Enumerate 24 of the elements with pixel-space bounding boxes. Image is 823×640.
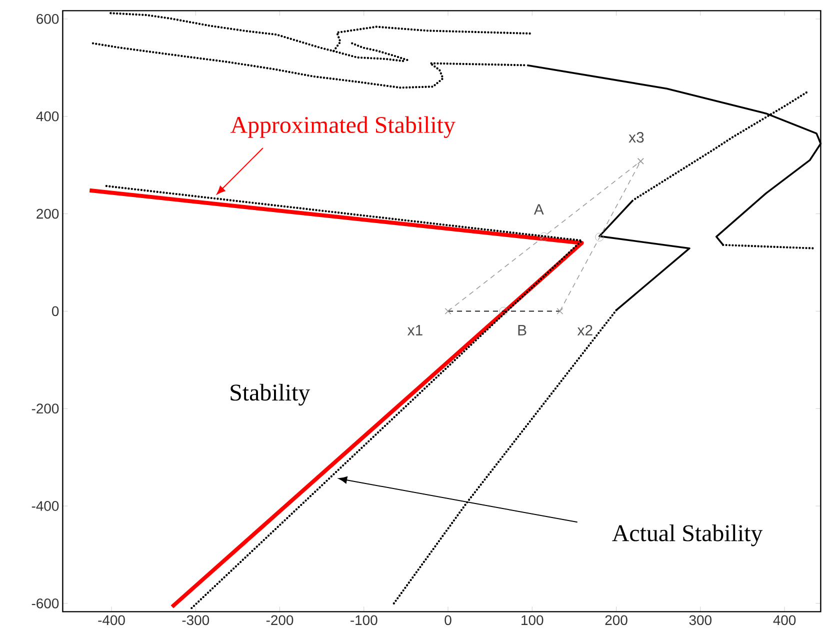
annotation: x2: [577, 324, 592, 336]
x-tick-label: 400: [773, 615, 796, 626]
y-tick-label: 0: [52, 306, 59, 316]
y-tick-label: 600: [36, 14, 59, 24]
annotation: x3: [628, 132, 644, 143]
annotation: Approximated Stability: [230, 116, 456, 138]
annotation: B: [518, 325, 526, 336]
x-tick-label: 200: [605, 615, 628, 626]
y-tick-label: 400: [36, 111, 59, 122]
annotation: Actual Stability: [612, 524, 763, 546]
x-tick-label: -300: [182, 615, 210, 626]
x-tick-label: -100: [350, 615, 378, 626]
annotation: Stability: [230, 384, 310, 406]
x-tick-label: -200: [266, 615, 294, 626]
x-tick-label: -400: [98, 615, 125, 626]
y-tick-label: 200: [36, 208, 59, 219]
x-tick-label: 100: [522, 615, 544, 626]
annotation: x1: [407, 325, 422, 336]
x-tick-label: 300: [689, 615, 712, 626]
annotation: A: [534, 204, 544, 215]
y-tick-label: -200: [32, 404, 59, 414]
y-tick-label: -600: [32, 598, 59, 608]
x-tick-label: 0: [444, 615, 452, 626]
y-tick-label: -400: [32, 501, 59, 511]
